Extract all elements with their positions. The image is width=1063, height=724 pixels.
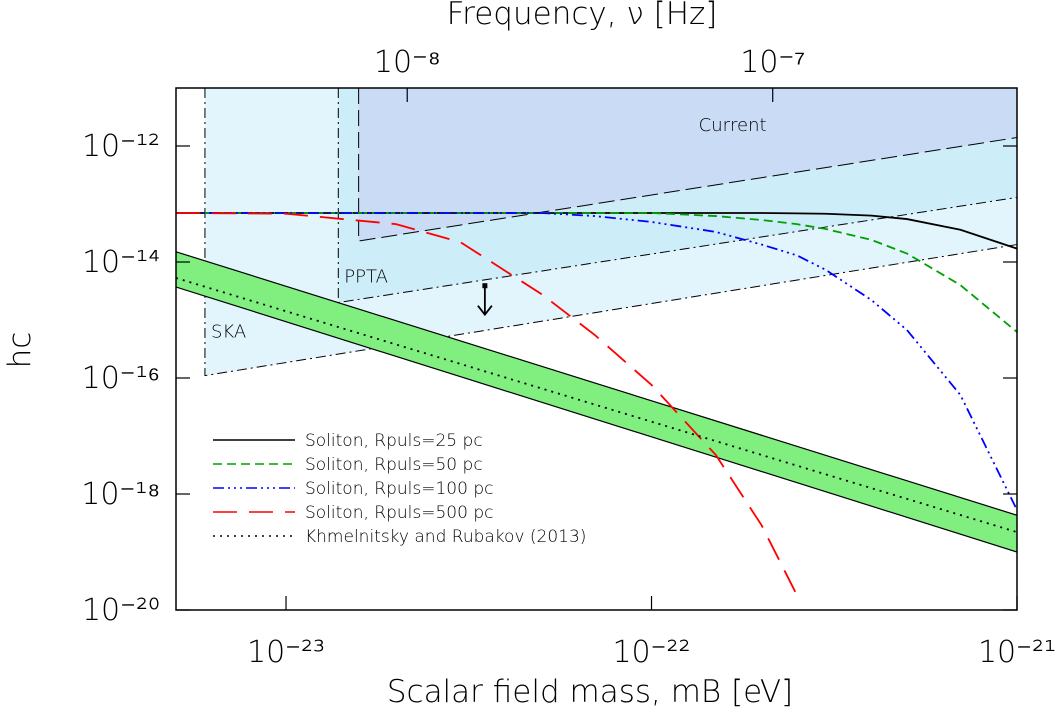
sensitivity-edge: [204, 88, 1017, 377]
y-axis-label: hc: [2, 332, 38, 369]
legend-label: Soliton, Rpuls=25 pc: [305, 431, 483, 451]
top-tick-label: 10⁻⁸: [374, 45, 441, 80]
sensitivity-edge: [358, 88, 1017, 242]
band: [176, 251, 1017, 552]
plot-frame: [175, 87, 1018, 611]
sensitivity-region: [358, 88, 1017, 242]
y-tick-label: 10⁻¹⁴: [82, 245, 160, 280]
y-tick-label: 10⁻²⁰: [82, 593, 160, 628]
y-tick-label: 10⁻¹⁸: [81, 477, 160, 512]
legend-label: Soliton, Rpuls=100 pc: [305, 479, 493, 499]
x-tick-label: 10⁻²²: [612, 635, 690, 670]
region-label: Current: [699, 115, 767, 136]
top-axis-label: Frequency, ν [Hz]: [447, 0, 718, 32]
series-line: [176, 212, 798, 596]
plot-layer: [176, 88, 1017, 596]
y-tick-label: 10⁻¹⁶: [82, 361, 160, 396]
band-edge: [176, 286, 1017, 553]
x-tick-label: 10⁻²¹: [978, 635, 1056, 670]
band-edge: [176, 251, 1017, 516]
region-label: SKA: [211, 322, 246, 343]
legend-label: Khmelnitsky and Rubakov (2013): [305, 527, 586, 547]
x-axis-label: Scalar field mass, mB [eV]: [387, 674, 793, 710]
upper-limit-arrow: [477, 285, 493, 317]
series-line: [176, 212, 1017, 511]
top-tick-label: 10⁻⁷: [740, 45, 805, 80]
x-tick-label: 10⁻²³: [247, 635, 325, 670]
legend-label: Soliton, Rpuls=50 pc: [305, 455, 483, 475]
region-label: PPTA: [344, 267, 388, 288]
y-tick-label: 10⁻¹²: [82, 129, 160, 164]
legend-label: Soliton, Rpuls=500 pc: [305, 503, 493, 523]
